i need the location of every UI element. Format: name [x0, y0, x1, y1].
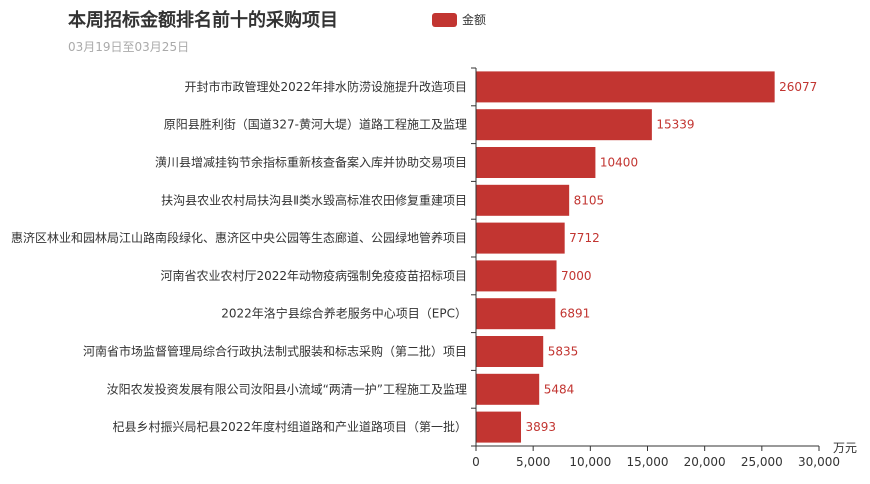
category-label: 扶沟县农业农村局扶沟县Ⅱ类水毁高标准农田修复重建项目 [161, 192, 467, 207]
x-axis-label: 万元 [833, 441, 857, 455]
value-label: 8105 [574, 193, 605, 207]
bar [476, 147, 596, 178]
x-tick-label: 25,000 [741, 455, 783, 469]
category-label: 2022年洛宁县综合养老服务中心项目（EPC） [221, 306, 467, 321]
category-label: 开封市市政管理处2022年排水防涝设施提升改造项目 [184, 79, 467, 94]
chart-subtitle: 03月19日至03月25日 [68, 40, 190, 54]
x-tick-label: 5,000 [516, 455, 550, 469]
category-label: 杞县乡村振兴局杞县2022年度村组道路和产业道路项目（第一批） [112, 419, 467, 434]
legend-swatch[interactable] [432, 12, 457, 27]
bar [476, 184, 570, 216]
x-tick-label: 10,000 [569, 455, 611, 469]
value-label: 6891 [560, 307, 591, 321]
bar [476, 109, 652, 141]
bar [476, 336, 544, 367]
legend[interactable]: 金额 [432, 11, 486, 28]
value-label: 10400 [600, 156, 638, 170]
legend-label[interactable]: 金额 [462, 13, 487, 27]
category-label: 河南省农业农村厅2022年动物疫病强制免疫疫苗招标项目 [160, 268, 467, 283]
chart-title: 本周招标金额排名前十的采购项目 [68, 10, 338, 31]
value-label: 7712 [569, 231, 600, 245]
value-label: 15339 [656, 118, 694, 132]
category-label: 惠济区林业和园林局江山路南段绿化、惠济区中央公园等生态廊道、公园绿地管养项目 [11, 230, 467, 245]
category-label: 河南省市场监督管理局综合行政执法制式服装和标志采购（第二批）项目 [83, 344, 467, 359]
bar [476, 222, 565, 254]
x-tick-label: 30,000 [798, 455, 840, 469]
value-label: 26077 [779, 80, 817, 94]
value-label: 5835 [548, 345, 579, 359]
bar [476, 298, 556, 330]
category-label: 原阳县胜利街（国道327-黄河大堤）道路工程施工及监理 [164, 117, 467, 132]
value-label: 3893 [526, 420, 557, 434]
x-tick-label: 20,000 [684, 455, 726, 469]
value-label: 7000 [561, 269, 592, 283]
value-label: 5484 [544, 382, 575, 396]
category-label: 汝阳农发投资发展有限公司汝阳县小流域“两清一护”工程施工及监理 [107, 381, 467, 396]
x-tick-label: 15,000 [627, 455, 669, 469]
bar [476, 373, 540, 405]
bar [476, 260, 557, 292]
category-label: 潢川县增减挂钩节余指标重新核查备案入库并协助交易项目 [155, 155, 467, 170]
x-tick-label: 0 [472, 455, 480, 469]
bar [476, 411, 522, 443]
bar [476, 71, 775, 103]
